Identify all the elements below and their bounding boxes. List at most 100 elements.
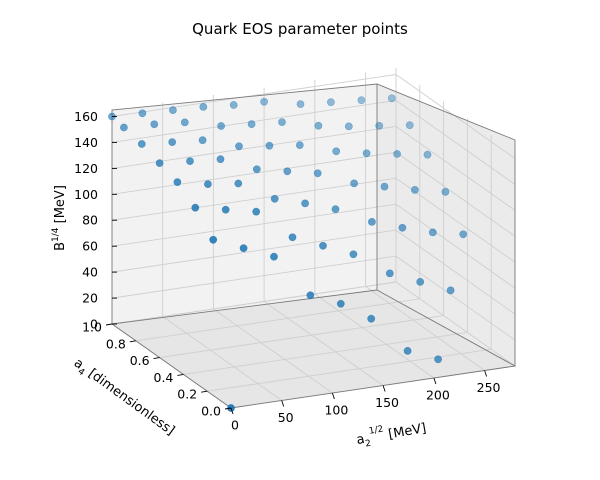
scatter-point [191, 203, 200, 212]
scatter-point [216, 155, 225, 164]
scatter-point [441, 187, 450, 196]
scatter-point [199, 103, 208, 111]
scatter-point [260, 97, 268, 106]
x-tick-mark [382, 385, 386, 392]
scatter-point [137, 140, 146, 148]
scatter-point [385, 269, 394, 278]
z-gridline-right-wall [395, 229, 516, 315]
x-gridline-floor [162, 316, 282, 401]
scatter-point [423, 150, 432, 159]
y-gridline-floor [135, 298, 420, 342]
right-wall-edge [376, 83, 516, 366]
z-axis-label-unit: [MeV] [53, 185, 68, 227]
y-tick-label: 0.4 [154, 370, 174, 385]
z-tick-label: 140 [74, 135, 98, 150]
x-tick-label: 50 [278, 410, 294, 425]
scatter-point [387, 94, 396, 103]
scatter-point [314, 121, 323, 130]
scatter-point [150, 120, 159, 129]
axis-edges [111, 83, 517, 409]
scatter-point [350, 179, 358, 188]
z-tick-label: 80 [82, 213, 98, 228]
scatter-point [270, 194, 279, 203]
z-gridline-back-wall [111, 74, 397, 117]
z-gridline-back-wall [111, 255, 397, 299]
scatter-point [301, 199, 309, 208]
tick-marks: 0 50 100 150 200 2500.00.20.40.60.81.00204060… [74, 109, 500, 433]
x-axis-label-sup: 1/2 [368, 424, 384, 436]
floor-edge [111, 289, 517, 409]
scatter-point [252, 207, 261, 216]
scatter-point [410, 185, 419, 194]
x-tick-mark [331, 392, 335, 400]
scatter-point [446, 286, 455, 295]
z-gridline-back-wall [111, 203, 397, 247]
x-gridline-floor [263, 301, 384, 386]
scatter-point [203, 180, 212, 188]
z-tick-label: 120 [74, 161, 98, 176]
scatter-point [319, 241, 327, 250]
y-tick-label: 0.0 [201, 404, 221, 419]
z-tick-label: 0 [90, 317, 98, 332]
scatter-point [296, 100, 305, 108]
scatter-point [168, 138, 177, 146]
scatter-point [405, 121, 414, 130]
scatter-point [252, 165, 261, 174]
x-tick-mark [230, 407, 234, 415]
scatter-point [326, 98, 335, 107]
scatter-point [239, 244, 248, 253]
y-tick-mark [153, 357, 160, 360]
back-wall-edge [111, 83, 378, 324]
scatter-point [198, 136, 207, 145]
z-tick-label: 100 [74, 187, 98, 202]
chart-title: Quark EOS parameter points [192, 20, 408, 38]
z-gridline-back-wall [111, 151, 397, 195]
y-tick-label: 0.6 [130, 353, 150, 368]
z-tick-label: 60 [82, 239, 98, 254]
scatter-point [288, 233, 297, 242]
z-gridline-right-wall [395, 203, 516, 289]
scatter-point [459, 230, 468, 239]
back-wall-pane [112, 84, 377, 324]
y-axis-label-sub: 4 [76, 367, 87, 379]
z-gridline-back-wall [111, 229, 397, 273]
scatter-point [344, 122, 353, 131]
x-tick-label: 150 [375, 395, 399, 410]
scatter-point [428, 228, 437, 237]
scatter-point [138, 109, 147, 118]
x-tick-mark [484, 370, 488, 377]
scatter-point [186, 157, 194, 165]
scatter-point [209, 235, 218, 244]
z-axis-label-main: B [53, 242, 68, 251]
scatter-point [331, 205, 340, 214]
y-tick-mark [201, 390, 208, 393]
z-gridline-back-wall [111, 281, 397, 325]
y-tick-mark [129, 340, 136, 343]
z-tick-label: 160 [74, 109, 98, 124]
z-gridline-back-wall [111, 177, 397, 221]
right-wall-pane [377, 84, 515, 366]
scatter-point [434, 355, 442, 364]
scatter-point [234, 179, 243, 188]
scatter-point [173, 178, 182, 186]
z-gridline-right-wall [395, 74, 516, 159]
y-tick-mark [105, 323, 113, 326]
scatter-point [332, 147, 341, 156]
scatter-point [349, 250, 358, 259]
scatter-point [247, 120, 256, 128]
z-axis-label-sup: 1/4 [51, 227, 61, 242]
scatter-point [398, 223, 407, 232]
x-tick-label: 250 [477, 380, 501, 395]
y-tick-label: 1.0 [82, 320, 102, 335]
x-tick-label: 200 [426, 388, 450, 403]
scatter-point [367, 314, 376, 323]
scatter-point [265, 141, 274, 150]
scatter-point [362, 149, 371, 158]
scatter-point [235, 142, 243, 151]
y-gridline-floor [207, 348, 492, 392]
z-gridline-right-wall [395, 255, 516, 341]
x-axis-label-unit: [MeV] [383, 421, 427, 443]
scatter-point [403, 346, 412, 355]
y-tick-label: 0.8 [106, 336, 126, 351]
